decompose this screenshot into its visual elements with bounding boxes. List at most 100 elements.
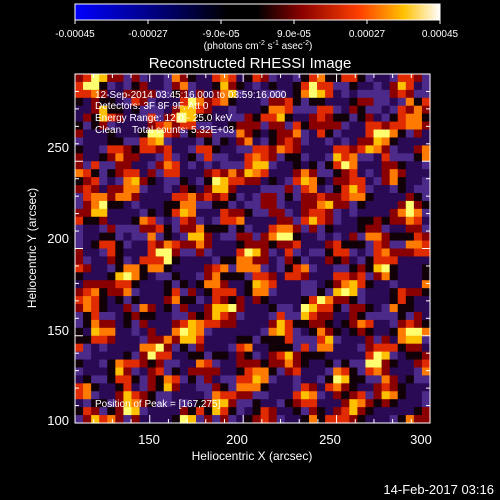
heatmap-cell <box>268 97 278 107</box>
heatmap-cell <box>147 367 157 377</box>
heatmap-cell <box>276 359 286 369</box>
heatmap-cell <box>91 240 100 250</box>
heatmap-cell <box>139 121 149 131</box>
heatmap-cell <box>373 169 383 178</box>
heatmap-cell <box>147 311 157 321</box>
heatmap-cell <box>276 105 286 115</box>
heatmap-cell <box>99 256 108 265</box>
heatmap-cell <box>107 407 116 416</box>
heatmap-cell <box>413 375 423 384</box>
heatmap-cell <box>91 256 100 265</box>
heatmap-cell <box>405 169 415 178</box>
heatmap-cell <box>123 359 133 369</box>
heatmap-cell <box>115 359 125 369</box>
heatmap-cell <box>373 74 383 83</box>
heatmap-cell <box>317 407 326 416</box>
heatmap-cell <box>99 359 108 369</box>
heatmap-cell <box>317 224 326 234</box>
heatmap-cell <box>357 383 367 392</box>
heatmap-cell <box>341 415 350 424</box>
heatmap-cell <box>236 415 246 424</box>
heatmap-cell <box>284 74 294 83</box>
heatmap-cell <box>139 327 149 337</box>
heatmap-cell <box>397 192 407 202</box>
heatmap-cell <box>204 288 213 297</box>
heatmap-cell <box>212 272 221 281</box>
heatmap-cell <box>83 280 92 289</box>
heatmap-cell <box>91 415 100 424</box>
heatmap-cell <box>413 272 423 281</box>
heatmap-cell <box>212 343 221 353</box>
heatmap-cell <box>260 280 270 289</box>
heatmap-cell <box>196 288 205 297</box>
heatmap-cell <box>373 296 383 305</box>
heatmap-cell <box>276 367 286 377</box>
heatmap-cell <box>276 351 286 361</box>
heatmap-cell <box>276 185 286 194</box>
heatmap-cell <box>397 327 407 337</box>
heatmap-cell <box>179 121 189 131</box>
heatmap-cell <box>212 407 221 416</box>
heatmap-cell <box>179 311 189 321</box>
heatmap-cell <box>397 399 407 408</box>
heatmap-cell <box>397 169 407 178</box>
heatmap-cell <box>308 311 318 321</box>
heatmap-cell <box>421 145 431 154</box>
heatmap-cell <box>83 248 92 258</box>
heatmap-cell <box>308 248 318 258</box>
heatmap-cell <box>91 185 100 194</box>
heatmap-cell <box>292 311 302 321</box>
heatmap-cell <box>349 264 358 273</box>
heatmap-cell <box>325 169 334 178</box>
heatmap-cell <box>292 74 302 83</box>
heatmap-cell <box>139 264 149 273</box>
heatmap-cell <box>292 327 302 337</box>
heatmap-cell <box>325 137 334 146</box>
heatmap-cell <box>365 153 375 162</box>
heatmap-cell <box>99 208 108 218</box>
heatmap-cell <box>196 415 205 424</box>
heatmap-cell <box>204 391 213 400</box>
heatmap-cell <box>196 272 205 281</box>
heatmap-cell <box>123 192 133 202</box>
heatmap-cell <box>196 304 205 313</box>
heatmap-cell <box>268 327 278 337</box>
heatmap-cell <box>260 327 270 337</box>
heatmap-cell <box>179 97 189 107</box>
heatmap-cell <box>236 240 246 250</box>
annotations: 12-Sep-2014 03:45:16.000 to 03:59:16.000… <box>95 90 287 410</box>
heatmap-cell <box>123 89 133 99</box>
heatmap-cell <box>99 137 108 146</box>
heatmap-cell <box>405 177 415 186</box>
heatmap-cell <box>163 359 173 369</box>
heatmap-cell <box>260 375 270 384</box>
heatmap-cell <box>83 89 92 99</box>
heatmap-cell <box>123 280 133 289</box>
heatmap-cell <box>421 153 431 162</box>
heatmap-cell <box>99 169 108 178</box>
heatmap-cell <box>373 327 383 337</box>
heatmap-cell <box>405 272 415 281</box>
heatmap-cell <box>308 288 318 297</box>
heatmap-cell <box>139 232 149 242</box>
heatmap-cell <box>325 375 334 384</box>
heatmap-cell <box>284 343 294 353</box>
heatmap-cell <box>413 240 423 250</box>
heatmap-cell <box>325 343 334 353</box>
heatmap-cell <box>204 192 213 202</box>
colorbar-tick-label: 0.00027 <box>349 29 386 40</box>
heatmap-cell <box>389 367 399 377</box>
heatmap-cell <box>276 272 286 281</box>
heatmap-cell <box>139 391 149 400</box>
heatmap-cell <box>317 375 326 384</box>
heatmap-cell <box>163 145 173 154</box>
heatmap-cell <box>308 153 318 162</box>
heatmap-cell <box>365 216 375 226</box>
heatmap-cell <box>341 208 350 218</box>
heatmap-cell <box>397 391 407 400</box>
heatmap-cell <box>252 169 262 178</box>
heatmap-cell <box>212 319 221 329</box>
heatmap-cell <box>91 129 100 139</box>
heatmap-cell <box>260 89 270 99</box>
heatmap-cell <box>389 153 399 162</box>
